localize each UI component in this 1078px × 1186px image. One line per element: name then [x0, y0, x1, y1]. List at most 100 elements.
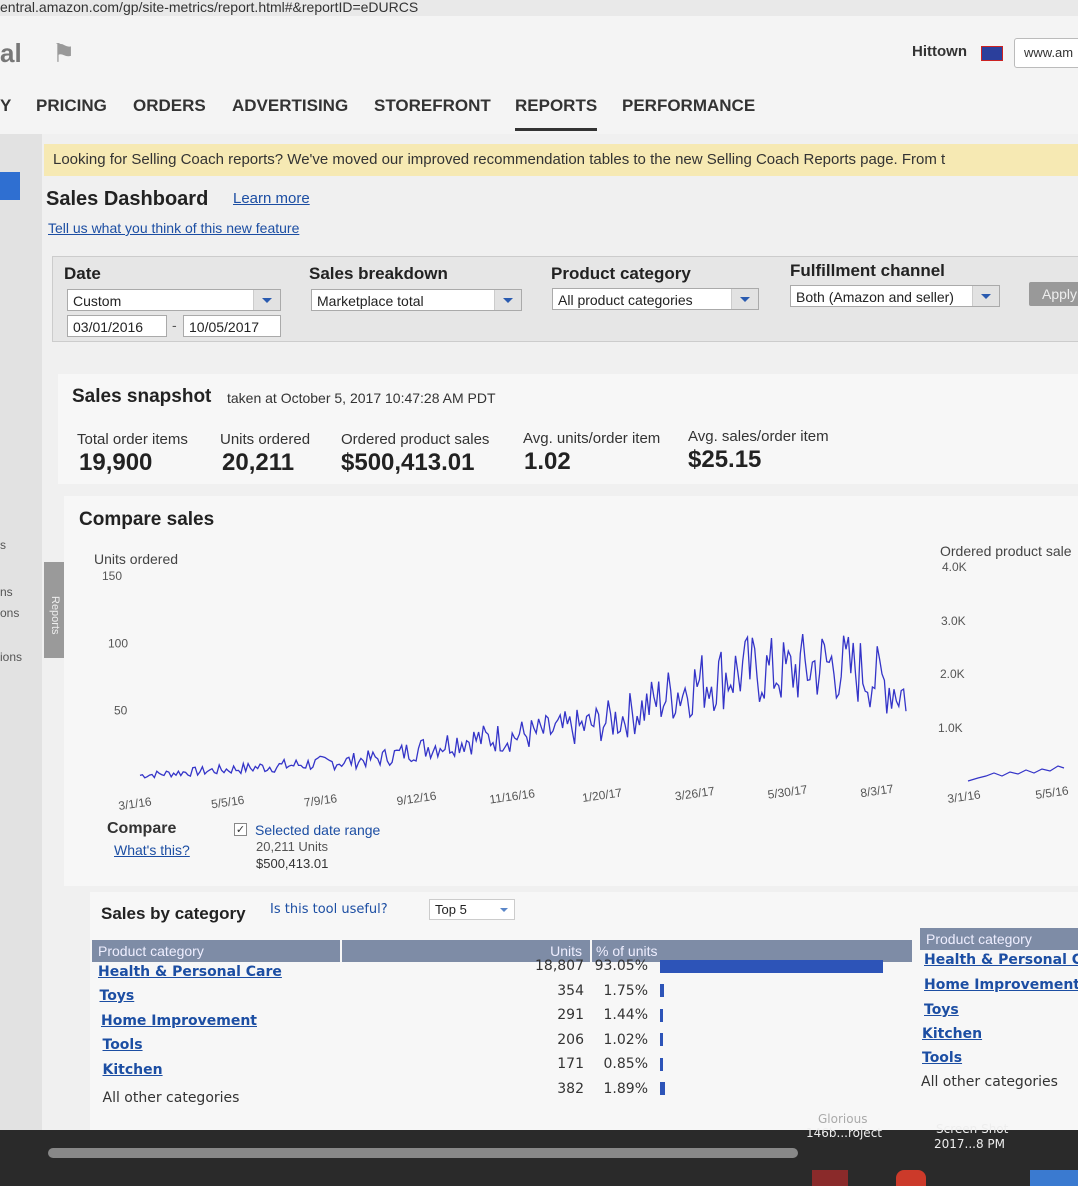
feedback-link[interactable]: Tell us what you think of this new featu…: [48, 220, 300, 236]
units-ordered-series: [139, 634, 907, 779]
reports-side-tab[interactable]: Reports: [44, 562, 64, 658]
product-category-label: Product category: [551, 264, 691, 283]
secondary-series: [967, 765, 1065, 782]
x-tick-label: 5/5/16: [210, 793, 245, 812]
category-link[interactable]: Health & Personal Care: [98, 964, 282, 980]
selling-coach-banner: Looking for Selling Coach reports? We've…: [44, 144, 1078, 176]
fulfillment-channel-value: Both (Amazon and seller): [796, 289, 954, 305]
date-range-value: Custom: [73, 293, 122, 309]
nav-item-storefront[interactable]: STOREFRONT: [374, 96, 491, 115]
category-link[interactable]: Tools: [102, 1037, 143, 1054]
units-column-header[interactable]: Units: [342, 940, 590, 962]
metric-value: $25.15: [688, 446, 762, 473]
category-link[interactable]: Kitchen: [102, 1061, 163, 1078]
sidebar-active-marker: [0, 172, 20, 200]
metric-label: Avg. sales/order item: [688, 428, 829, 445]
x-tick-label: 3/26/17: [674, 784, 716, 803]
store-name[interactable]: Hittown: [912, 43, 967, 60]
dock-icon[interactable]: [896, 1170, 926, 1186]
category-units: 354: [557, 982, 584, 999]
selected-range-checkbox[interactable]: ✓: [234, 823, 247, 836]
pct-column-header[interactable]: % of units: [592, 940, 912, 962]
fulfillment-channel-label: Fulfillment channel: [790, 261, 945, 280]
apply-button[interactable]: Apply: [1029, 282, 1078, 306]
desktop-icon-label[interactable]: 146b...roject: [806, 1126, 882, 1140]
metric-value: 19,900: [79, 449, 153, 476]
nav-item-advertising[interactable]: ADVERTISING: [232, 96, 349, 115]
right-category-other: All other categories: [921, 1074, 1058, 1090]
sales-by-category-panel: [90, 892, 1078, 1130]
horizontal-scrollbar[interactable]: [48, 1148, 798, 1158]
x-tick-label: 5/30/17: [767, 782, 809, 801]
sidebar-label[interactable]: s: [0, 538, 6, 552]
metric-value: 20,211: [222, 449, 295, 476]
date-to-input[interactable]: 10/05/2017: [183, 315, 281, 337]
desktop-icon-label[interactable]: Glorious: [818, 1112, 868, 1126]
compare-sales-panel: [64, 496, 1078, 886]
right-category-link[interactable]: Toys: [924, 1002, 959, 1018]
date-from-input[interactable]: 03/01/2016: [67, 315, 167, 337]
dock-icon[interactable]: [1030, 1170, 1078, 1186]
sidebar-label[interactable]: ions: [0, 650, 23, 664]
browser-url-bar[interactable]: entral.amazon.com/gp/site-metrics/report…: [0, 0, 1078, 16]
x-tick-label: 9/12/16: [396, 789, 438, 808]
compare-sales-title: Compare sales: [79, 509, 215, 530]
desktop-icon-label[interactable]: 2017...8 PM: [934, 1137, 1006, 1151]
secondary-chart-title: Ordered product sale: [940, 543, 1072, 559]
category-units: 382: [557, 1081, 584, 1097]
sales-breakdown-value: Marketplace total: [317, 293, 424, 309]
secondary-x-tick: 3/1/16: [946, 787, 981, 806]
right-category-link[interactable]: Health & Personal C: [924, 952, 1078, 968]
learn-more-link[interactable]: Learn more: [233, 190, 310, 207]
us-flag-icon: [981, 46, 1003, 61]
nav-item-performance[interactable]: PERFORMANCE: [622, 96, 756, 115]
category-share-bar: [660, 984, 665, 998]
category-pct: 1.89%: [603, 1081, 648, 1097]
nav-item-inventory[interactable]: Y: [0, 96, 12, 115]
whats-this-link[interactable]: What's this?: [114, 842, 190, 858]
sidebar-label[interactable]: ons: [0, 606, 20, 620]
right-category-link[interactable]: Kitchen: [922, 1026, 983, 1042]
metric-label: Avg. units/order item: [523, 430, 661, 447]
nav-item-pricing[interactable]: PRICING: [36, 96, 107, 115]
snapshot-timestamp: taken at October 5, 2017 10:47:28 AM PDT: [227, 390, 496, 406]
metric-label: Ordered product sales: [341, 431, 490, 448]
category-share-bar: [660, 1008, 664, 1022]
nav-item-reports[interactable]: REPORTS: [515, 96, 598, 131]
flag-icon[interactable]: ⚑: [52, 38, 76, 68]
right-category-link[interactable]: Home Improvement: [924, 977, 1078, 993]
product-category-select[interactable]: All product categories: [552, 288, 759, 310]
logo-fragment: al: [0, 38, 22, 68]
category-link[interactable]: Toys: [99, 988, 135, 1005]
category-link[interactable]: Home Improvement: [101, 1012, 257, 1029]
nav-item-orders[interactable]: ORDERS: [133, 96, 206, 115]
top-n-select[interactable]: Top 5: [429, 899, 515, 920]
right-category-link[interactable]: Tools: [922, 1050, 963, 1066]
x-tick-label: 11/16/16: [488, 786, 536, 806]
sidebar-label[interactable]: ns: [0, 585, 13, 599]
main-nav: [0, 86, 1078, 135]
category-pct: 1.02%: [603, 1031, 648, 1048]
fulfillment-channel-select[interactable]: Both (Amazon and seller): [790, 285, 1000, 307]
metric-value: $500,413.01: [341, 449, 475, 476]
selected-range-sales: $500,413.01: [256, 856, 329, 871]
marketplace-select[interactable]: www.am: [1014, 38, 1078, 68]
tool-useful-link[interactable]: Is this tool useful?: [270, 902, 388, 917]
secondary-x-tick: 5/5/16: [1034, 783, 1069, 802]
date-range-select[interactable]: Custom: [67, 289, 281, 311]
selected-range-label[interactable]: Selected date range: [255, 822, 381, 838]
category-units: 291: [557, 1007, 584, 1024]
category-column-header[interactable]: Product category: [92, 940, 340, 962]
sales-snapshot-panel: [58, 374, 1078, 484]
category-units: 18,807: [535, 958, 584, 974]
right-category-header: Product category: [920, 928, 1078, 950]
url-text: entral.amazon.com/gp/site-metrics/report…: [0, 0, 419, 15]
category-pct: 0.85%: [603, 1056, 648, 1073]
compare-sales-chart: Units ordered 150 100 50 3/1/16 5/5/16 7/9/1…: [94, 543, 1072, 813]
x-tick-label: 1/20/17: [581, 785, 623, 804]
sales-breakdown-select[interactable]: Marketplace total: [311, 289, 522, 311]
category-units: 206: [557, 1031, 584, 1048]
chevron-down-icon: [500, 908, 508, 912]
desktop-icon-label[interactable]: Screen Shot: [936, 1122, 1009, 1136]
dock-icon[interactable]: [812, 1170, 848, 1186]
